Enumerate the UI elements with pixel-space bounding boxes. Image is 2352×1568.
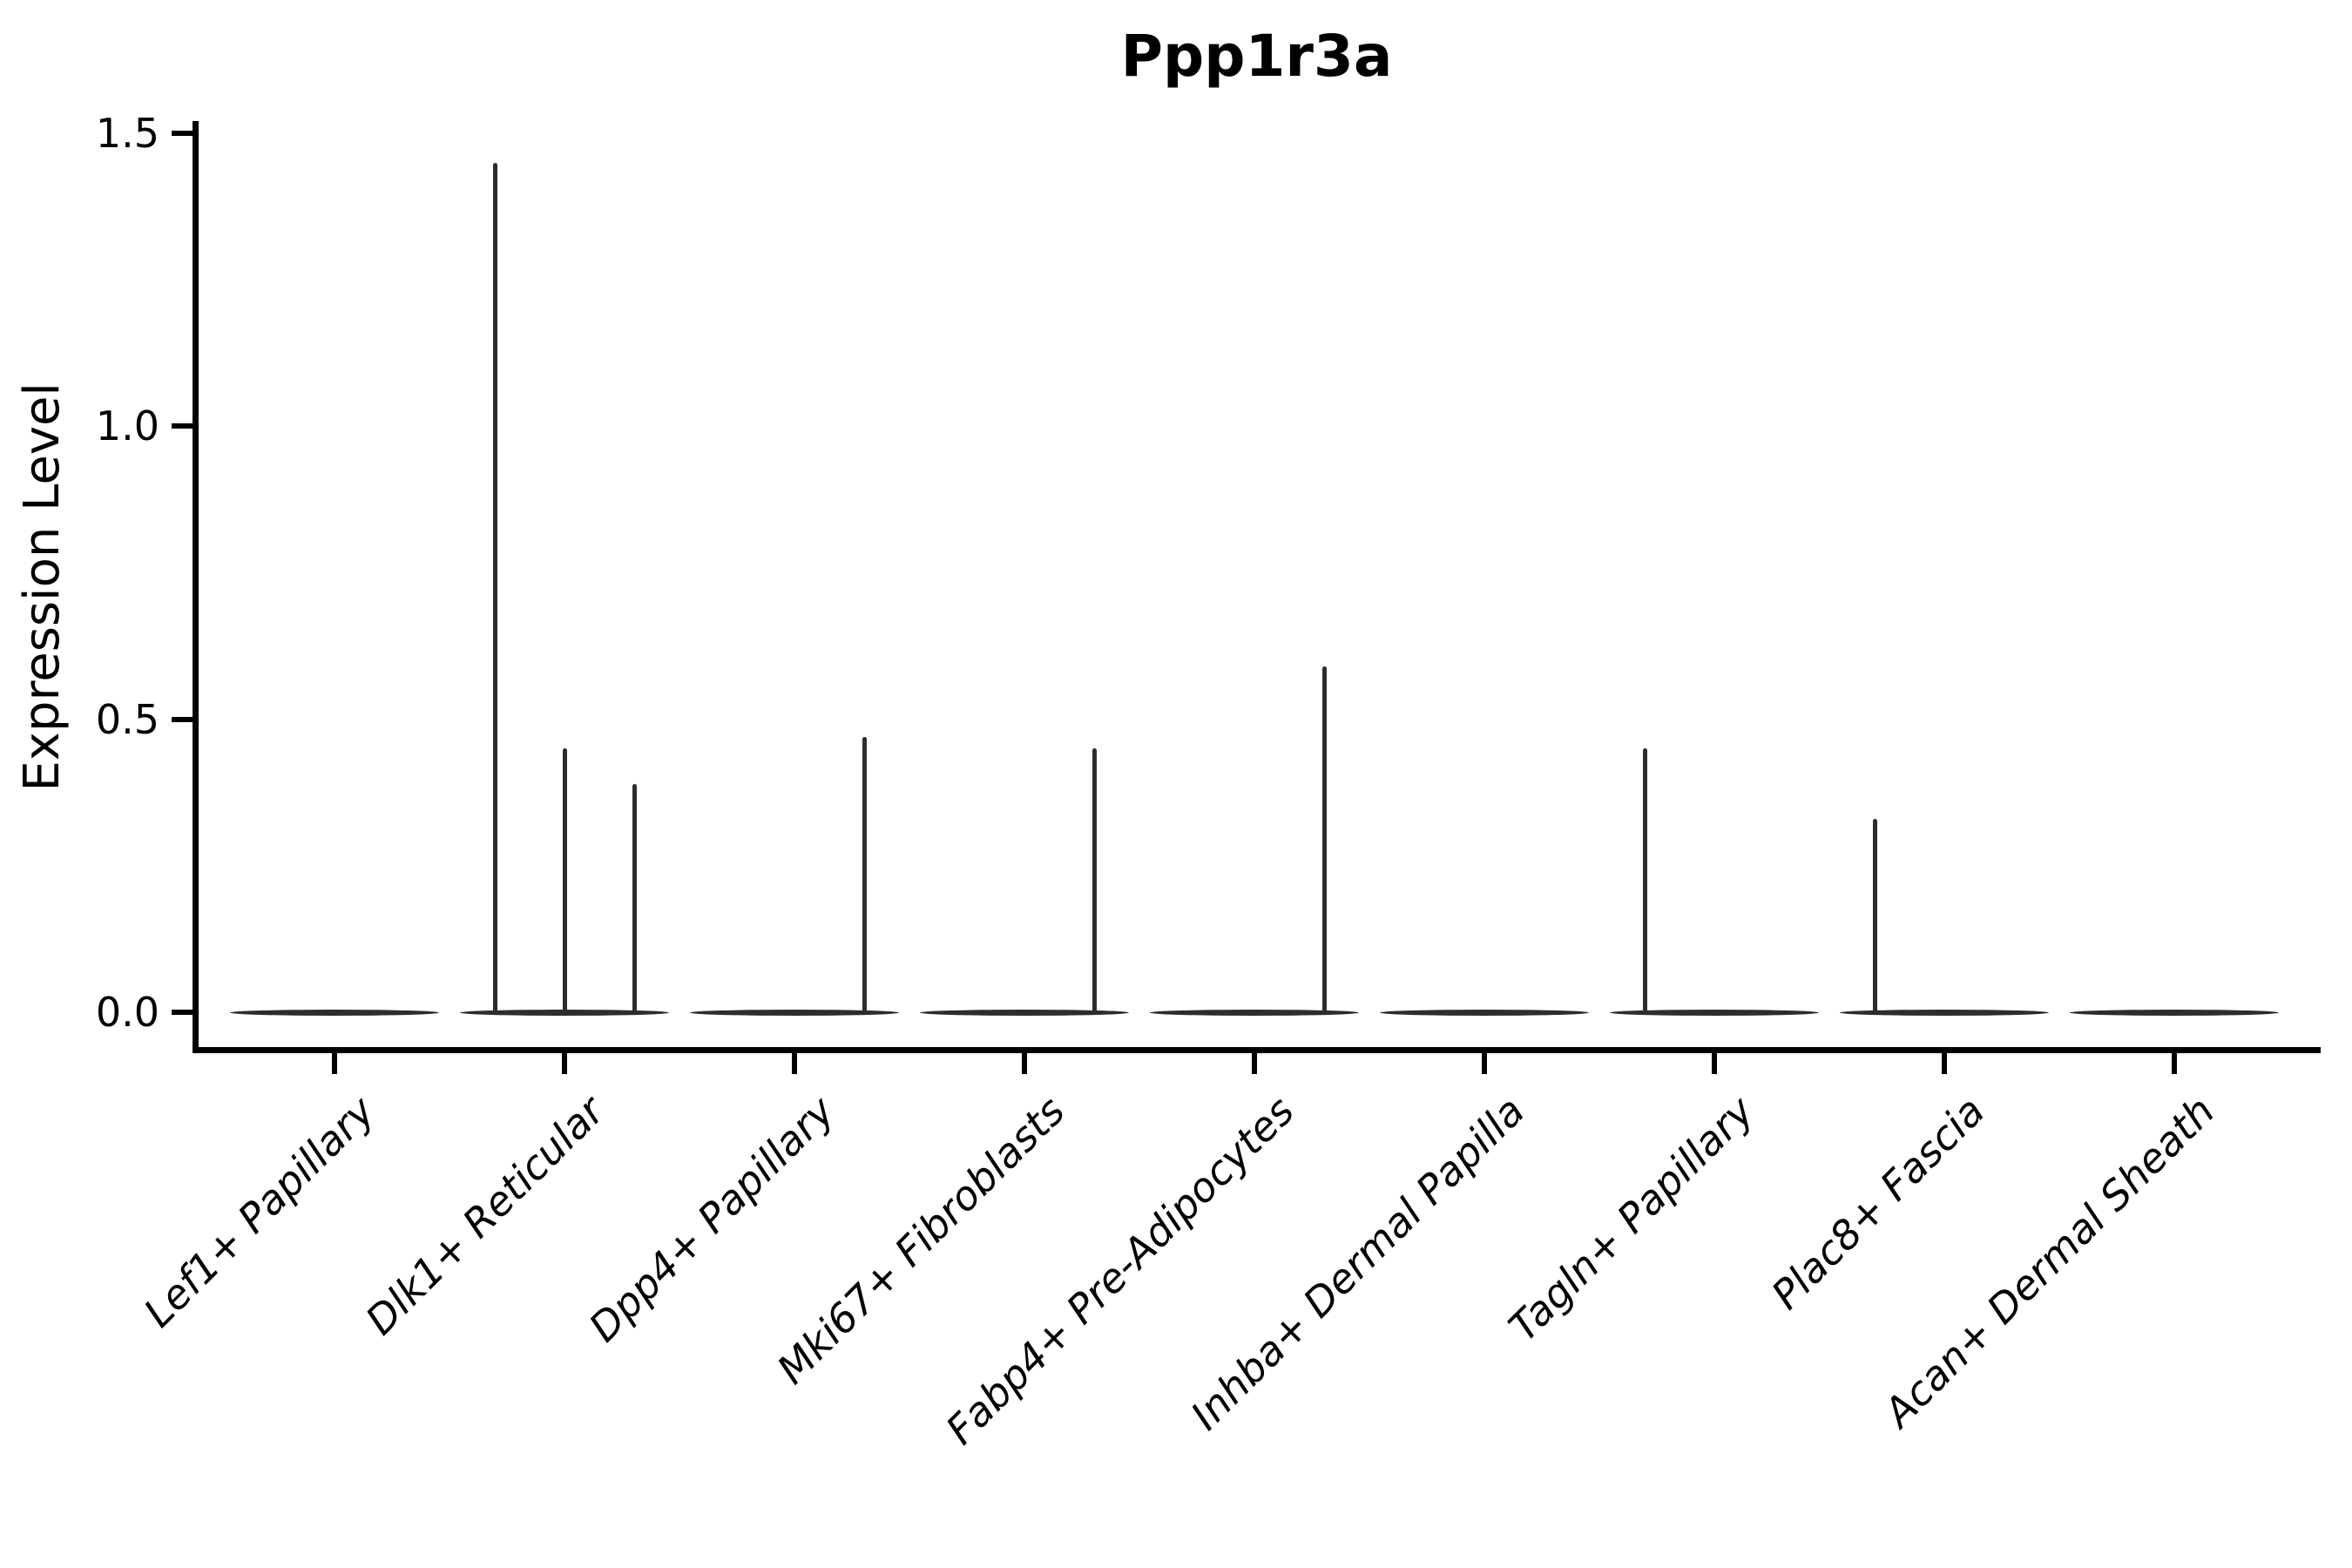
x-tick-mark bbox=[1942, 1053, 1947, 1074]
y-tick-mark bbox=[172, 716, 193, 722]
violin-spike bbox=[562, 748, 567, 1015]
x-tick-label: Dpp4+ Papillary bbox=[579, 1087, 844, 1351]
violin-baseline bbox=[2070, 1009, 2279, 1016]
chart-title: Ppp1r3a bbox=[1120, 23, 1393, 90]
violin-spike bbox=[1092, 748, 1097, 1015]
violin-spike bbox=[1872, 819, 1877, 1015]
violin-baseline bbox=[1610, 1009, 1819, 1016]
violin-baseline bbox=[1150, 1009, 1359, 1016]
x-tick-mark bbox=[1482, 1053, 1487, 1074]
plot-area bbox=[193, 121, 2321, 1053]
violin-spike bbox=[1321, 666, 1327, 1015]
x-tick-label: Dlk1+ Reticular bbox=[356, 1087, 614, 1344]
violin-spike bbox=[1642, 748, 1647, 1015]
x-tick-mark bbox=[1712, 1053, 1717, 1074]
x-tick-mark bbox=[1022, 1053, 1027, 1074]
x-tick-mark bbox=[1252, 1053, 1257, 1074]
violin-spike bbox=[492, 162, 497, 1015]
x-tick-label: Tagln+ Papillary bbox=[1499, 1087, 1764, 1351]
y-tick-label: 1.0 bbox=[95, 402, 159, 450]
x-tick-mark bbox=[562, 1053, 567, 1074]
y-tick-mark bbox=[172, 1010, 193, 1015]
y-tick-mark bbox=[172, 423, 193, 429]
violin-spike bbox=[862, 736, 867, 1015]
y-tick-label: 0.5 bbox=[95, 695, 159, 743]
violin-spike bbox=[632, 783, 637, 1015]
y-tick-mark bbox=[172, 130, 193, 136]
x-tick-mark bbox=[332, 1053, 337, 1074]
violin-baseline bbox=[1840, 1009, 2049, 1016]
violin-baseline bbox=[690, 1009, 899, 1016]
violin-baseline bbox=[920, 1009, 1129, 1016]
violin-baseline bbox=[1380, 1009, 1589, 1016]
y-axis-label-wrap: Expression Level bbox=[7, 121, 77, 1053]
y-tick-label: 0.0 bbox=[95, 989, 159, 1036]
violin-baseline bbox=[230, 1009, 439, 1016]
x-tick-mark bbox=[792, 1053, 797, 1074]
x-tick-mark bbox=[2172, 1053, 2177, 1074]
x-tick-label: Plac8+ Fascia bbox=[1761, 1087, 1994, 1319]
x-tick-label: Lef1+ Papillary bbox=[134, 1087, 384, 1336]
y-tick-label: 1.5 bbox=[95, 109, 159, 157]
